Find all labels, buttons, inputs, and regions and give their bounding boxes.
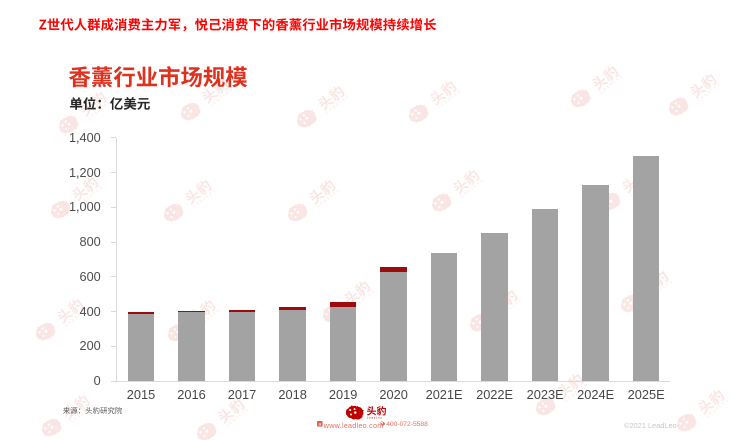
- svg-text:LeadLeo: LeadLeo: [367, 415, 383, 419]
- svg-text:a: a: [319, 423, 322, 427]
